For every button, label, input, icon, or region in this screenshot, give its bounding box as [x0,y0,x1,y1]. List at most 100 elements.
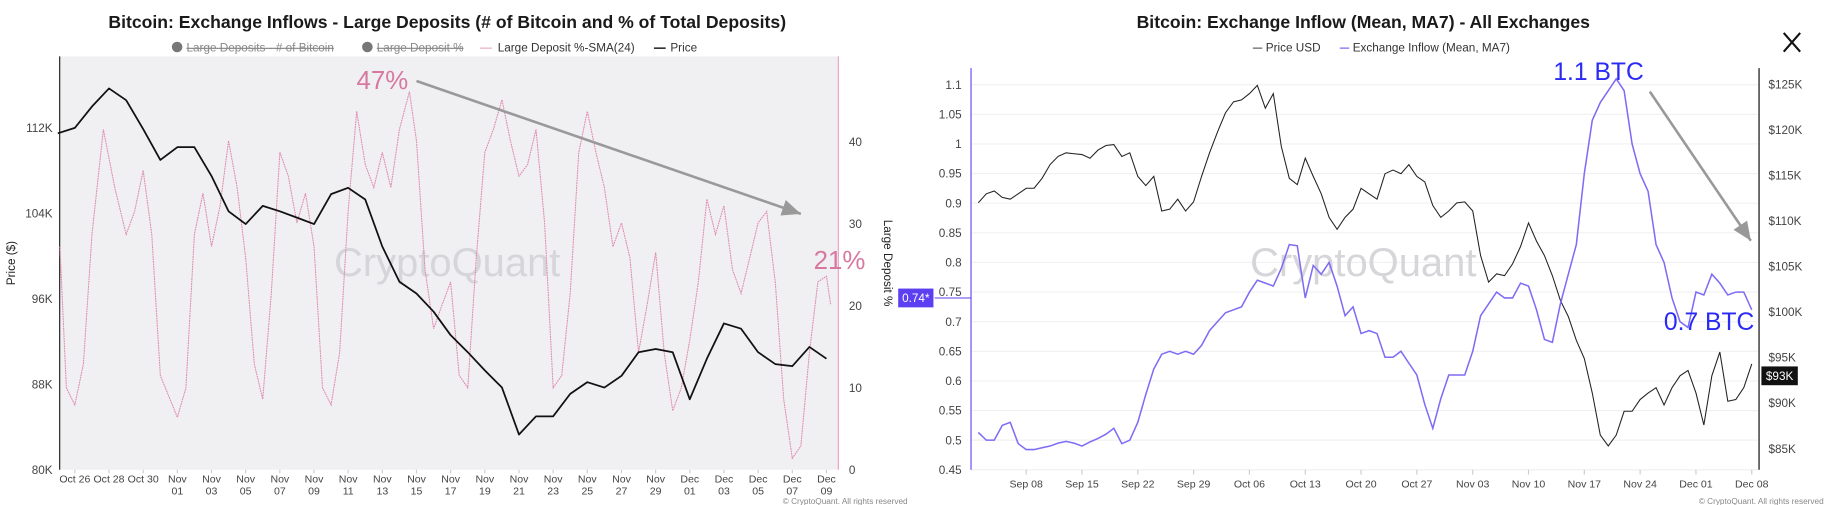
x-tick-label: Oct 30 [128,474,159,486]
y-tick-label-left: 88K [32,378,53,391]
y-tick-label-left: 0.5 [945,434,962,447]
legend: Large Deposits - # of Bitcoin Large Depo… [171,41,697,55]
x-tick-label: Nov 07 [270,474,289,498]
x-tick-label: Dec 03 [715,474,734,498]
chart-title: Bitcoin: Exchange Inflows - Large Deposi… [108,12,786,32]
x-tick-label: Nov 13 [373,474,392,498]
y-axis-label-left: Price ($) [5,241,18,285]
x-tick-label: Nov 15 [407,474,426,498]
x-tick-label: Nov 05 [236,474,255,498]
x-tick-label: Nov 27 [612,474,631,498]
y-tick-label-right: $105K [1768,261,1802,274]
y-tick-label-left: 0.65 [939,345,962,358]
y-tick-label-right: $110K [1768,215,1801,228]
x-tick-label: Nov 29 [646,474,665,498]
series-line-price [57,87,827,436]
x-tick-label: Nov 21 [510,474,529,498]
y-tick-label-left: 0.9 [945,197,961,210]
y-tick-label-left: 96K [32,293,53,306]
x-tick-label: Dec 08 [1735,478,1769,490]
y-tick-label-right: 30 [849,218,863,231]
copyright-footer: © CryptoQuant. All rights reserved [1699,497,1824,505]
x-tick-label: Oct 27 [1401,478,1432,490]
legend-marker-large-deposits-btc[interactable] [171,41,183,53]
x-tick-label: Dec 07 [783,474,802,498]
series-line-exchange-inflow [977,77,1753,451]
watermark: CryptoQuant [1250,241,1476,285]
y-tick-label-left: 1.05 [939,108,962,121]
y-tick-label-right: $120K [1768,124,1802,137]
x-tick-label: Dec 09 [817,474,836,498]
y-tick-label-left: 104K [25,208,53,221]
x-tick-label: Oct 20 [1346,478,1377,490]
x-tick-label: Sep 15 [1065,478,1099,490]
chart-title: Bitcoin: Exchange Inflow (Mean, MA7) - A… [1137,12,1591,32]
legend-large-deposit-pct[interactable]: Large Deposit % [377,42,464,55]
y-tick-label-left: 0.45 [939,464,962,477]
legend-marker-large-deposit-pct[interactable] [362,41,373,53]
y-tick-label-left: 80K [32,464,53,477]
x-tick-label: Nov 17 [441,474,460,498]
x-tick-label: Dec 01 [680,474,699,498]
y-tick-label-right: $125K [1768,79,1802,92]
series-line-large-deposit-sma [59,91,832,460]
annotation-21-percent: 21% [814,247,866,275]
close-button[interactable] [1777,26,1810,59]
current-value-tag-left [898,288,934,308]
x-tick-label: Sep 22 [1121,478,1155,490]
y-tick-label-left: 0.75 [939,286,962,299]
exchange-inflow-chart: Bitcoin: Exchange Inflow (Mean, MA7) - A… [898,12,1824,505]
close-x-icon[interactable] [1782,32,1801,53]
x-tick-label: Oct 06 [1234,478,1265,490]
y-tick-label-right: $95K [1768,352,1796,365]
y-tick-label-right: $100K [1768,306,1802,319]
legend: Price USD Exchange Inflow (Mean, MA7) [1252,42,1510,55]
y-tick-label-left: 0.55 [939,405,962,418]
large-deposits-chart: Bitcoin: Exchange Inflows - Large Deposi… [5,12,908,505]
x-tick-label: Dec 01 [1679,478,1713,490]
y-tick-label-left: 0.8 [945,257,962,270]
x-tick-label: Nov 17 [1568,478,1602,490]
x-tick-label: Nov 01 [168,474,187,498]
y-tick-label-left: 0.95 [939,168,962,181]
legend-exchange-inflow[interactable]: Exchange Inflow (Mean, MA7) [1353,42,1510,55]
x-tick-label: Nov 09 [305,474,324,498]
series-line-price-usd [977,84,1753,447]
x-tick-label: Nov 24 [1623,478,1657,490]
y-axis-label-right: Large Deposit % [881,220,894,307]
x-tick-label: Oct 26 [59,474,90,486]
copyright-footer: © CryptoQuant. All rights reserved [783,497,908,505]
y-tick-label-right: 40 [849,136,863,149]
current-value-tag-right-text: $93K [1766,370,1794,383]
legend-price-usd[interactable]: Price USD [1266,42,1321,55]
plot-background [59,56,838,470]
y-tick-label-left: 112K [26,122,53,135]
x-tick-label: Nov 03 [1456,478,1490,490]
y-tick-label-left: 1.1 [945,79,961,92]
annotation-arrow-shaft [416,79,802,216]
watermark: CryptoQuant [334,241,560,285]
x-tick-label: Nov 25 [578,474,597,498]
x-tick-label: Nov 10 [1512,478,1546,490]
x-tick-label: Oct 28 [93,474,124,486]
x-tick-label: Sep 29 [1177,478,1211,490]
legend-large-deposits-btc[interactable]: Large Deposits - # of Bitcoin [187,42,334,55]
y-tick-label-right: $85K [1768,443,1796,456]
y-tick-label-right: 0 [849,464,856,477]
annotation-arrow-shaft [1648,90,1752,242]
y-tick-label-right: 10 [849,382,863,395]
y-tick-label-left: 0.85 [939,227,962,240]
annotation-1-1-btc: 1.1 BTC [1553,59,1643,86]
legend-price[interactable]: Price [670,42,697,55]
y-tick-label-left: 0.7 [945,316,961,329]
annotation-arrow-head [780,199,801,216]
annotation-arrow-head [1733,220,1751,241]
annotation-47-percent: 47% [356,67,408,95]
current-value-tag-right [1761,366,1798,386]
current-value-tag-left-text: 0.74* [902,292,930,305]
legend-large-deposit-sma[interactable]: Large Deposit %-SMA(24) [498,42,635,55]
x-tick-label: Nov 23 [544,474,563,498]
annotation-0-7-btc: 0.7 BTC [1664,309,1754,336]
x-tick-label: Nov 11 [339,474,358,498]
